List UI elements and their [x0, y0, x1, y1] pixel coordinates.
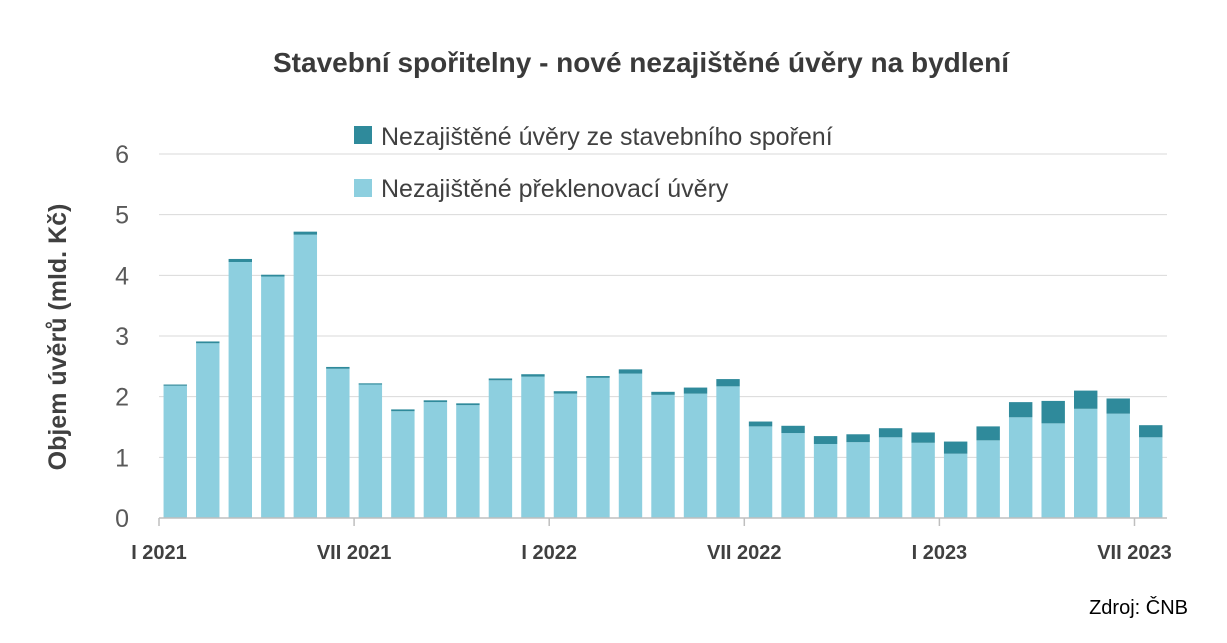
y-tick-label-4: 4 — [115, 262, 129, 290]
y-tick-label-3: 3 — [115, 323, 129, 351]
bar-stavebni-sporeni-12 — [553, 391, 578, 394]
bar-stavebni-sporeni-6 — [358, 383, 383, 385]
bar-preklenovaci-18 — [748, 426, 773, 518]
y-axis-label: Objem úvěrů (mld. Kč) — [44, 204, 72, 471]
y-tick-label-6: 6 — [115, 141, 129, 169]
bar-stavebni-sporeni-28 — [1074, 390, 1098, 409]
bar-stavebni-sporeni-10 — [488, 378, 513, 381]
chart-title: Stavební spořitelny - nové nezajištěné ú… — [273, 47, 1010, 78]
source-note: Zdroj: ČNB — [1089, 596, 1188, 619]
x-tick-label-24: I 2023 — [912, 542, 968, 564]
bar-preklenovaci-26 — [1008, 417, 1033, 518]
bar-preklenovaci-15 — [651, 394, 675, 518]
bar-stavebni-sporeni-2 — [228, 258, 252, 262]
bar-stavebni-sporeni-21 — [846, 434, 870, 443]
bar-preklenovaci-17 — [716, 386, 740, 518]
bar-preklenovaci-16 — [683, 393, 708, 518]
bar-stavebni-sporeni-3 — [261, 274, 285, 277]
legend: Nezajištěné úvěry ze stavebního spoření … — [354, 123, 833, 203]
x-tick-label-12: I 2022 — [521, 542, 577, 564]
bars-layer — [163, 231, 1163, 519]
bar-preklenovaci-28 — [1074, 408, 1098, 518]
x-tick-label-6: VII 2021 — [317, 542, 392, 564]
bar-preklenovaci-21 — [846, 442, 870, 518]
bar-stavebni-sporeni-20 — [813, 436, 838, 444]
bar-preklenovaci-3 — [261, 276, 285, 518]
bar-preklenovaci-23 — [911, 442, 935, 518]
x-tick-label-18: VII 2022 — [707, 542, 782, 564]
legend-swatch-preklenovaci — [354, 179, 372, 197]
bar-preklenovaci-19 — [781, 433, 805, 518]
bar-stavebni-sporeni-19 — [781, 425, 805, 434]
axis-layer: 0 1 2 3 4 5 6 I 2021 VII 2021 I 2022 VII 2022 I 202… — [115, 141, 1172, 564]
bar-preklenovaci-0 — [163, 385, 187, 518]
bar-stavebni-sporeni-8 — [423, 400, 448, 403]
bar-stavebni-sporeni-29 — [1106, 398, 1130, 414]
bar-stavebni-sporeni-25 — [976, 426, 1000, 441]
y-tick-label-0: 0 — [115, 505, 129, 533]
bar-preklenovaci-13 — [586, 377, 610, 518]
bar-stavebni-sporeni-4 — [293, 231, 318, 235]
legend-label-stavebni-sporeni: Nezajištěné úvěry ze stavebního spoření — [381, 123, 833, 151]
bar-stavebni-sporeni-24 — [943, 441, 968, 454]
bar-stavebni-sporeni-26 — [1008, 402, 1033, 418]
bar-preklenovaci-9 — [456, 405, 480, 518]
bar-stavebni-sporeni-15 — [651, 391, 675, 395]
y-tick-label-2: 2 — [115, 384, 129, 412]
y-tick-label-1: 1 — [115, 444, 129, 472]
bar-stavebni-sporeni-1 — [196, 341, 220, 344]
bar-stavebni-sporeni-9 — [456, 403, 480, 406]
bar-stavebni-sporeni-14 — [618, 369, 643, 374]
bar-stavebni-sporeni-5 — [326, 366, 350, 369]
bar-preklenovaci-22 — [878, 437, 903, 518]
bar-stavebni-sporeni-27 — [1041, 400, 1065, 424]
bar-preklenovaci-1 — [196, 343, 220, 518]
legend-swatch-stavebni-sporeni — [354, 126, 372, 144]
bar-stavebni-sporeni-23 — [911, 432, 935, 443]
bar-stavebni-sporeni-7 — [391, 409, 415, 412]
bar-stavebni-sporeni-16 — [683, 387, 708, 394]
bar-preklenovaci-4 — [293, 234, 318, 519]
bar-preklenovaci-7 — [391, 411, 415, 518]
bar-stavebni-sporeni-18 — [748, 421, 773, 427]
bar-preklenovaci-10 — [488, 380, 513, 518]
bar-preklenovaci-12 — [553, 393, 578, 518]
bar-preklenovaci-14 — [618, 373, 643, 518]
y-tick-label-5: 5 — [115, 202, 129, 230]
bar-preklenovaci-24 — [943, 453, 968, 518]
bar-preklenovaci-8 — [423, 402, 448, 518]
x-tick-label-0: I 2021 — [131, 542, 187, 564]
bar-stavebni-sporeni-17 — [716, 379, 740, 387]
bar-stavebni-sporeni-0 — [163, 384, 187, 386]
bar-stavebni-sporeni-13 — [586, 376, 610, 378]
bar-preklenovaci-25 — [976, 440, 1000, 518]
bar-preklenovaci-29 — [1106, 413, 1130, 518]
bar-stavebni-sporeni-22 — [878, 428, 903, 438]
bar-preklenovaci-6 — [358, 384, 383, 518]
bar-preklenovaci-5 — [326, 368, 350, 518]
bar-preklenovaci-20 — [813, 443, 838, 518]
bar-preklenovaci-11 — [521, 376, 545, 518]
x-tick-label-30: VII 2023 — [1097, 542, 1172, 564]
legend-label-preklenovaci: Nezajištěné překlenovací úvěry — [381, 175, 729, 203]
bar-preklenovaci-30 — [1139, 437, 1163, 518]
bar-stavebni-sporeni-30 — [1139, 425, 1163, 438]
bar-preklenovaci-27 — [1041, 423, 1065, 518]
bar-stavebni-sporeni-11 — [521, 374, 545, 377]
bar-preklenovaci-2 — [228, 261, 252, 518]
